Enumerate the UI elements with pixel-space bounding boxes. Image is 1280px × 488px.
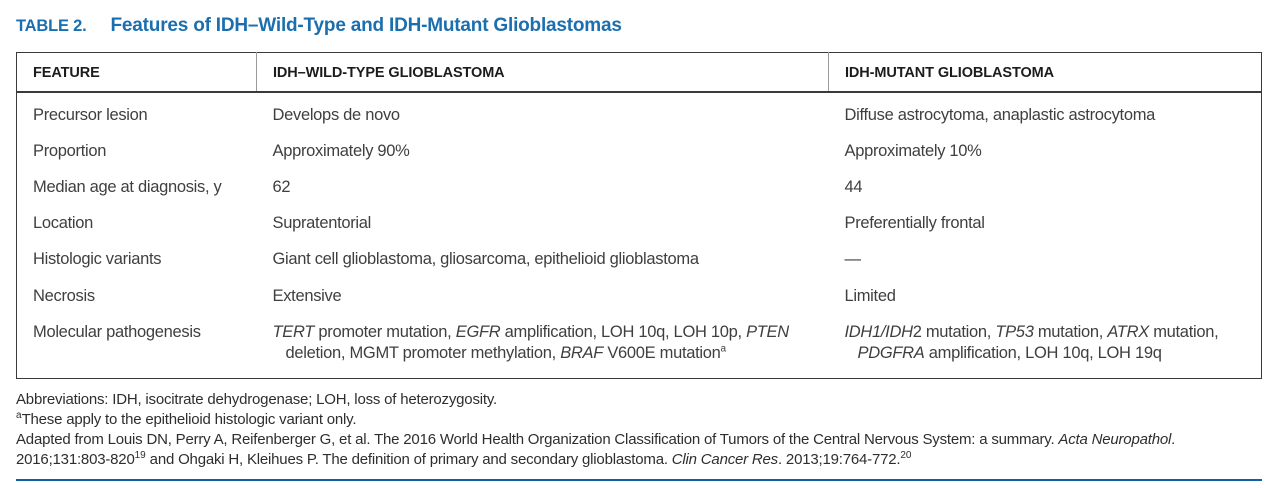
cell-wild-type: 62: [272, 178, 291, 197]
cell-wild-type: Develops de novo: [272, 106, 401, 124]
cell-mutant: —: [844, 250, 862, 269]
cell-feature: Location: [33, 214, 93, 233]
cell-mutant: 44: [844, 178, 863, 197]
cell-mutant: IDH1/IDH2 mutation, TP53 mutation, ATRX …: [844, 322, 1219, 362]
table-body: Precursor lesion Develops de novo Diffus…: [17, 92, 1262, 378]
cell-wild-type: TERT promoter mutation, EGFR amplificati…: [272, 322, 790, 362]
cell-feature: Necrosis: [33, 286, 95, 305]
cell-mutant: Preferentially frontal: [844, 214, 985, 233]
table-title: TABLE 2. Features of IDH–Wild-Type and I…: [16, 15, 1262, 37]
cell-feature: Median age at diagnosis, y: [33, 178, 222, 197]
column-header-mutant: IDH-MUTANT GLIOBLASTOMA: [828, 52, 1262, 93]
table-row: Molecular pathogenesis TERT promoter mut…: [17, 314, 1262, 379]
table-row: Proportion Approximately 90% Approximate…: [17, 133, 1262, 169]
column-header-feature: FEATURE: [16, 52, 257, 93]
table-row: Median age at diagnosis, y 62 44: [17, 169, 1262, 205]
cell-wild-type: Giant cell glioblastoma, gliosarcoma, ep…: [272, 250, 700, 269]
table-header-row: FEATURE IDH–WILD-TYPE GLIOBLASTOMA IDH-M…: [16, 52, 1262, 93]
cell-wild-type: Supratentorial: [272, 214, 372, 233]
features-table: FEATURE IDH–WILD-TYPE GLIOBLASTOMA IDH-M…: [16, 52, 1262, 379]
table-caption: Features of IDH–Wild-Type and IDH-Mutant…: [110, 15, 622, 36]
cell-mutant: Approximately 10%: [844, 142, 982, 161]
footnote-source: Adapted from Louis DN, Perry A, Reifenbe…: [16, 430, 1176, 468]
cell-mutant: Limited: [844, 286, 896, 305]
cell-wild-type: Extensive: [272, 286, 342, 305]
cell-wild-type: Approximately 90%: [272, 142, 410, 161]
footnote-a: aThese apply to the epithelioid histolog…: [16, 409, 357, 428]
cell-feature: Proportion: [33, 142, 107, 161]
table-row: Histologic variants Giant cell glioblast…: [17, 241, 1262, 277]
table-row: Necrosis Extensive Limited: [17, 278, 1262, 314]
cell-feature: Precursor lesion: [33, 106, 148, 124]
cell-mutant: Diffuse astrocytoma, anaplastic astrocyt…: [844, 106, 1156, 124]
table-number-label: TABLE 2.: [16, 17, 87, 35]
table-row: Location Supratentorial Preferentially f…: [17, 205, 1262, 241]
bottom-rule: [16, 478, 1262, 481]
table-row: Precursor lesion Develops de novo Diffus…: [17, 92, 1262, 133]
column-header-wild-type: IDH–WILD-TYPE GLIOBLASTOMA: [256, 52, 829, 93]
cell-feature: Molecular pathogenesis: [33, 322, 201, 341]
footnotes: Abbreviations: IDH, isocitrate dehydroge…: [16, 390, 1262, 470]
footnote-abbreviations: Abbreviations: IDH, isocitrate dehydroge…: [16, 390, 497, 408]
cell-feature: Histologic variants: [33, 250, 162, 269]
